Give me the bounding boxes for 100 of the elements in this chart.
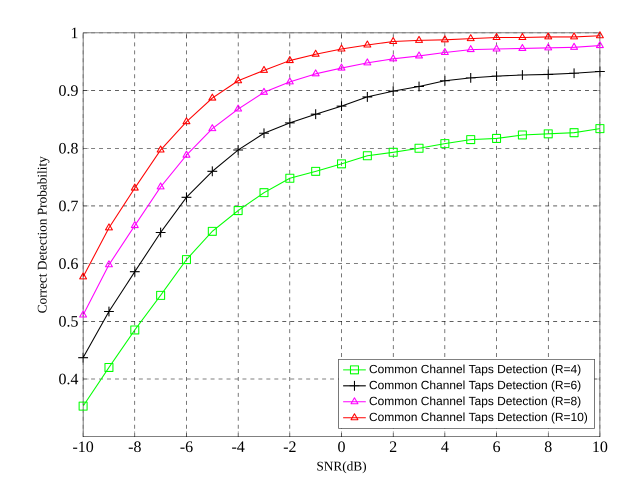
point	[181, 192, 192, 203]
point	[208, 94, 216, 101]
point	[491, 70, 502, 82]
point	[516, 70, 528, 81]
point	[439, 75, 450, 86]
y-tick-label: 1	[72, 28, 78, 38]
x-tick-label: -10	[73, 441, 94, 452]
point	[466, 45, 475, 52]
point	[544, 129, 553, 138]
point	[440, 139, 450, 148]
point	[337, 159, 346, 168]
point	[336, 100, 347, 112]
point	[465, 72, 476, 84]
x-axis-title: SNR(dB)	[317, 461, 366, 474]
point	[389, 37, 398, 44]
point	[156, 146, 165, 153]
point	[595, 124, 604, 134]
point	[596, 41, 604, 48]
point	[260, 88, 268, 95]
point	[182, 117, 190, 124]
x-tick-label: 10	[593, 441, 608, 452]
point	[79, 272, 88, 280]
point	[568, 68, 580, 79]
point	[78, 352, 89, 364]
point	[182, 150, 190, 158]
point	[130, 221, 139, 228]
point	[518, 33, 526, 40]
point	[208, 124, 216, 132]
point	[286, 56, 294, 64]
point	[130, 326, 140, 335]
legend-label: Common Channel Taps Detection (R=8)	[370, 396, 580, 408]
point	[388, 148, 398, 157]
x-tick-label: -4	[232, 441, 245, 452]
point	[518, 44, 526, 52]
x-tick-label: 8	[544, 441, 552, 452]
point	[570, 32, 578, 40]
point	[206, 166, 218, 177]
point	[594, 66, 606, 78]
point	[79, 310, 88, 318]
point	[234, 104, 242, 112]
point	[285, 174, 294, 183]
y-tick-label: 0.8	[59, 142, 78, 154]
point	[310, 108, 322, 120]
y-tick-label: 0.7	[59, 200, 78, 212]
point	[492, 33, 501, 40]
point	[104, 363, 114, 372]
point	[363, 58, 372, 66]
point	[208, 226, 217, 236]
legend-label: Common Channel Taps Detection (R=10)	[370, 412, 588, 424]
point	[232, 144, 244, 156]
point	[570, 128, 579, 138]
point	[544, 32, 552, 40]
point	[182, 255, 191, 264]
point	[260, 66, 268, 73]
legend-label: Common Channel Taps Detection (R=6)	[370, 380, 580, 392]
point	[440, 35, 449, 42]
point	[544, 43, 552, 50]
point	[389, 54, 398, 62]
y-tick-label: 0.5	[59, 316, 78, 327]
x-tick-label: 2	[390, 441, 396, 452]
point	[596, 31, 604, 38]
point	[466, 135, 476, 144]
point	[338, 44, 346, 52]
x-tick-label: 4	[441, 441, 449, 452]
y-tick-label: 0.6	[59, 258, 78, 270]
y-tick-label: 0.4	[59, 374, 78, 385]
point	[338, 64, 346, 71]
point	[156, 182, 165, 190]
point	[311, 166, 320, 176]
point	[155, 227, 166, 238]
point	[542, 69, 554, 80]
x-tick-label: 0	[338, 441, 345, 452]
point	[414, 144, 424, 153]
point	[570, 42, 578, 50]
x-tick-label: -8	[128, 441, 141, 452]
point	[363, 40, 372, 48]
point	[258, 128, 270, 139]
legend-label: Common Channel Taps Detection (R=4)	[370, 364, 580, 376]
point	[492, 44, 501, 52]
point	[78, 402, 88, 411]
point	[156, 290, 166, 300]
point	[518, 130, 527, 140]
point	[286, 77, 294, 85]
point	[415, 36, 424, 43]
y-axis-title: Correct Detection Probability	[37, 156, 50, 313]
x-tick-label: -2	[284, 441, 296, 452]
point	[259, 188, 269, 198]
point	[234, 76, 242, 84]
point	[234, 206, 243, 216]
point	[104, 306, 114, 318]
point	[312, 69, 320, 76]
point	[388, 86, 399, 97]
point	[362, 151, 372, 160]
point	[415, 52, 424, 59]
point	[492, 134, 502, 144]
point	[104, 223, 113, 230]
point	[362, 92, 373, 102]
point	[130, 184, 139, 191]
x-tick-label: 6	[493, 441, 500, 452]
point	[312, 50, 320, 57]
